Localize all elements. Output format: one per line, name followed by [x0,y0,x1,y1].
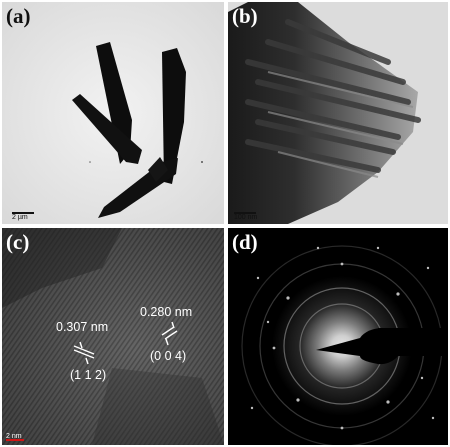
nanorod [162,48,186,184]
d-spacing-label: 0.307 nm [56,320,109,334]
panel-c-label: (c) [6,230,30,254]
scale-bar-label: 100 nm [234,214,258,221]
panel-b-image [228,2,448,224]
d-spacing-label: 0.280 nm [140,305,193,319]
panel-d-label: (d) [232,230,258,254]
panel-c-image [2,228,224,445]
nanorod [148,157,168,182]
panel-d-image [228,228,448,445]
panel-b: (b) 100 nm [228,2,448,224]
scale-bar-label: 2 µm [12,214,28,221]
lattice-marker-1 [73,341,95,365]
scale-bar [6,439,24,441]
panel-c: (c) 0.307 nm (1 1 2) 0.280 nm (0 0 4) 2 … [2,228,224,445]
panel-a-image [2,2,224,224]
panel-b-label: (b) [232,4,258,28]
panel-d: (d) [228,228,448,445]
scale-bar [234,212,256,214]
miller-index-label: (1 1 2) [70,368,107,382]
nanorod [72,94,142,164]
panel-a-label: (a) [6,4,31,28]
miller-index-label: (0 0 4) [150,349,187,363]
panel-a: (a) 2 µm [2,2,224,224]
lattice-marker-2 [161,321,178,346]
scale-bar [12,212,34,214]
scale-bar-label: 2 nm [6,433,22,440]
